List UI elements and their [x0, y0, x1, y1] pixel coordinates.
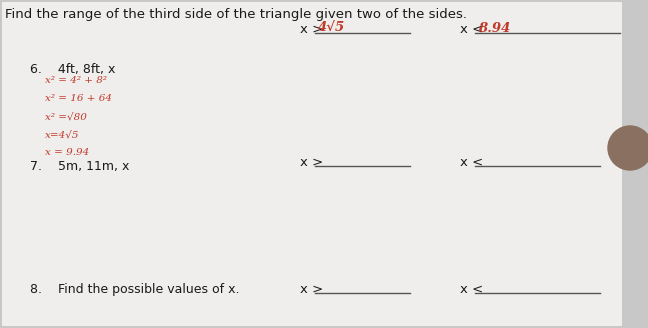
Text: x² = 16 + 64: x² = 16 + 64: [45, 94, 112, 103]
Text: 8.94: 8.94: [478, 22, 511, 35]
Text: x <: x <: [460, 156, 487, 169]
Text: 4√5: 4√5: [318, 22, 345, 35]
FancyBboxPatch shape: [2, 2, 622, 326]
Text: x >: x >: [300, 283, 327, 296]
Text: Find the range of the third side of the triangle given two of the sides.: Find the range of the third side of the …: [5, 8, 467, 21]
Text: x >: x >: [300, 156, 327, 169]
Text: x=4√5: x=4√5: [45, 130, 80, 139]
Text: x <: x <: [460, 23, 487, 36]
Text: x <: x <: [460, 283, 487, 296]
Circle shape: [608, 126, 648, 170]
Text: 7.    5m, 11m, x: 7. 5m, 11m, x: [30, 160, 130, 173]
Text: x >: x >: [300, 23, 327, 36]
Text: x² =√80: x² =√80: [45, 112, 87, 121]
Text: x² = 4² + 8²: x² = 4² + 8²: [45, 76, 107, 85]
Text: 6.    4ft, 8ft, x: 6. 4ft, 8ft, x: [30, 63, 115, 76]
Text: x = 9.94: x = 9.94: [45, 148, 89, 157]
Text: 8.    Find the possible values of x.: 8. Find the possible values of x.: [30, 283, 240, 296]
